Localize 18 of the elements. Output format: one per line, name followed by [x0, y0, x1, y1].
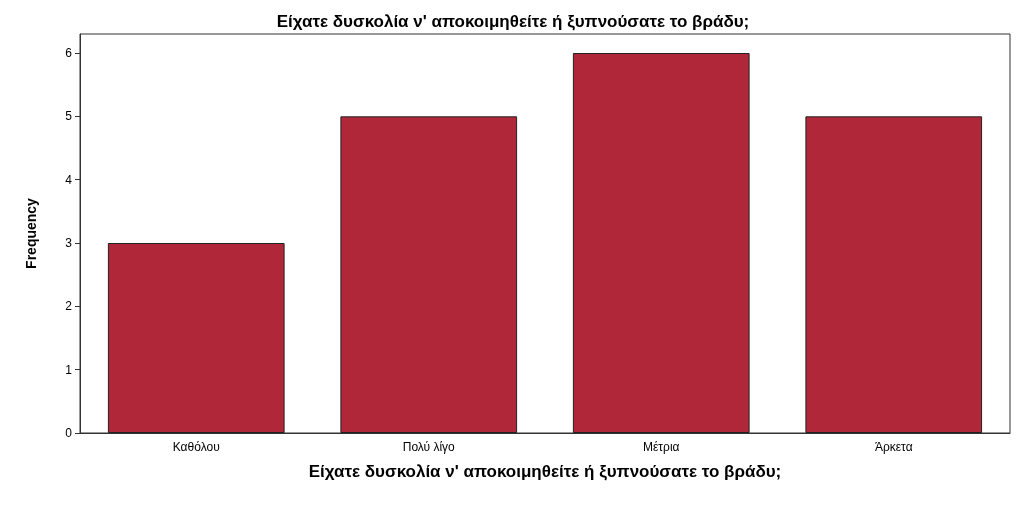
x-tick-label: Άρκετα [874, 440, 913, 454]
x-tick-label: Πολύ λίγο [402, 440, 456, 454]
bar [340, 116, 518, 433]
y-tick-label: 6 [65, 46, 73, 60]
y-tick-label: 3 [65, 236, 73, 250]
x-axis-title: Είχατε δυσκολία ν' αποκοιμηθείτε ή ξυπνούσατε το βράδυ; [308, 462, 782, 481]
x-tick-label: Καθόλου [172, 440, 220, 454]
bar [805, 116, 983, 433]
y-axis-title: Frequency [23, 197, 39, 269]
y-tick-label: 2 [65, 299, 73, 314]
y-tick-label: 5 [65, 109, 73, 124]
y-tick-label: 4 [65, 172, 73, 187]
x-tick-label: Μέτρια [642, 440, 680, 454]
bar [572, 53, 750, 433]
y-tick-label: 0 [65, 426, 73, 440]
y-tick-label: 1 [65, 362, 73, 377]
chart-title: Είχατε δυσκολία ν' αποκοιμηθείτε ή ξυπνούσατε το βράδυ; [276, 12, 750, 31]
bar [107, 243, 285, 433]
